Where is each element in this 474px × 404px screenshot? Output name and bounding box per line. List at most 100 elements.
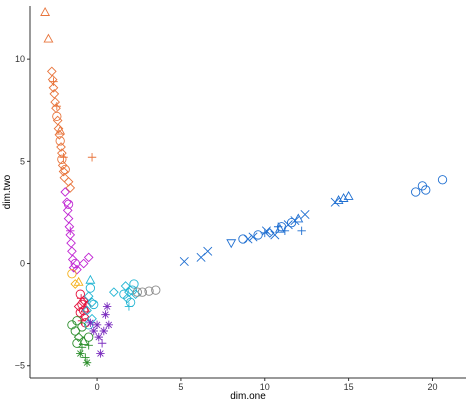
data-point-circle	[137, 287, 148, 297]
data-point-cross	[248, 232, 258, 242]
data-point-asterisk	[92, 320, 102, 330]
y-tick-label: 5	[20, 156, 25, 166]
data-point-diamond	[83, 291, 94, 302]
data-point-cross	[243, 234, 253, 244]
data-point-diamond	[83, 252, 94, 263]
data-point-diamond	[70, 279, 81, 289]
data-point-diamond	[64, 221, 75, 232]
data-point-plus	[59, 153, 68, 162]
data-point-diamond	[63, 176, 74, 187]
data-point-asterisk	[102, 302, 112, 311]
data-point-asterisk	[104, 320, 114, 330]
data-point-circle	[437, 175, 448, 185]
data-point-circle	[52, 111, 62, 122]
data-point-plus	[297, 226, 306, 236]
data-point-diamond	[47, 74, 58, 85]
data-point-asterisk	[76, 349, 85, 358]
data-point-asterisk	[94, 332, 103, 342]
data-point-cross	[300, 209, 310, 220]
data-point-asterisk	[89, 326, 98, 336]
x-tick-label: 20	[427, 382, 437, 392]
data-point-diamond	[48, 82, 59, 93]
data-point-diamond	[66, 238, 76, 248]
data-point-diamond	[57, 160, 68, 171]
scatter-points	[40, 7, 448, 367]
y-tick-label: 0	[20, 259, 25, 269]
data-point-circle	[79, 305, 89, 316]
data-point-circle	[70, 326, 80, 336]
data-point-circle	[127, 285, 137, 295]
data-point-triangle-down	[226, 239, 237, 249]
data-point-asterisk	[86, 318, 95, 328]
data-point-plus	[84, 341, 93, 350]
data-point-plus	[87, 153, 97, 162]
data-point-asterisk	[99, 326, 108, 336]
x-tick-label: 15	[344, 382, 354, 392]
data-point-asterisk	[101, 310, 110, 319]
data-point-cross	[179, 256, 189, 267]
data-point-triangle	[293, 213, 304, 223]
data-point-plus	[97, 339, 107, 348]
data-point-diamond	[122, 293, 133, 304]
data-point-circle	[84, 332, 94, 342]
x-axis-ticks: 0 5 10 15 20	[95, 378, 437, 392]
data-point-diamond	[62, 197, 72, 208]
data-point-circle	[67, 269, 77, 279]
data-point-diamond	[56, 142, 66, 152]
x-tick-label: 10	[260, 382, 270, 392]
data-point-plus	[124, 302, 134, 311]
plot-frame	[29, 6, 466, 379]
data-point-diamond	[60, 187, 71, 197]
data-point-diamond	[72, 264, 82, 275]
y-axis-ticks: −5 0 5 10	[15, 54, 30, 371]
data-point-diamond	[87, 297, 97, 308]
data-point-plus	[76, 294, 86, 303]
data-point-circle	[144, 286, 154, 296]
y-tick-label: −5	[15, 361, 25, 371]
data-point-circle	[89, 299, 99, 310]
data-point-circle	[77, 322, 87, 332]
data-point-triangle	[55, 125, 66, 135]
data-point-triangle	[343, 190, 354, 200]
data-point-circle	[119, 289, 129, 299]
y-tick-label: 10	[15, 54, 25, 64]
data-point-circle	[63, 199, 74, 209]
data-point-circle	[129, 279, 139, 289]
x-tick-label: 0	[95, 382, 100, 392]
y-axis-title: dim.two	[2, 174, 13, 209]
x-axis-title: dim.one	[230, 391, 266, 402]
data-point-diamond	[65, 183, 76, 193]
data-point-triangle	[40, 7, 51, 16]
x-tick-label: 5	[178, 382, 183, 392]
data-point-diamond	[67, 246, 77, 257]
data-point-diamond	[63, 213, 74, 224]
data-point-triangle	[73, 276, 84, 286]
data-point-circle	[421, 185, 431, 195]
data-point-diamond	[53, 123, 64, 134]
data-point-circle	[55, 136, 65, 146]
data-point-plus	[52, 101, 62, 111]
data-point-plus	[49, 77, 58, 86]
data-point-circle	[85, 283, 96, 293]
data-point-circle	[132, 287, 142, 297]
data-point-plus	[66, 226, 75, 236]
data-point-circle	[276, 222, 287, 232]
data-point-circle	[60, 164, 70, 175]
data-point-circle	[151, 285, 161, 295]
data-point-triangle	[43, 33, 54, 43]
data-point-triangle	[85, 274, 96, 284]
data-point-diamond	[82, 305, 92, 316]
data-point-asterisk	[96, 349, 105, 358]
data-point-diamond	[78, 258, 89, 269]
data-point-circle	[72, 338, 82, 348]
data-point-diamond	[109, 287, 119, 297]
data-point-triangle	[78, 336, 89, 346]
data-point-diamond	[73, 301, 84, 312]
data-point-cross	[261, 226, 271, 236]
data-point-circle	[72, 316, 82, 326]
data-point-circle	[286, 218, 297, 228]
data-point-diamond	[46, 66, 57, 77]
data-point-circle	[411, 187, 421, 197]
data-point-cross	[203, 246, 213, 256]
